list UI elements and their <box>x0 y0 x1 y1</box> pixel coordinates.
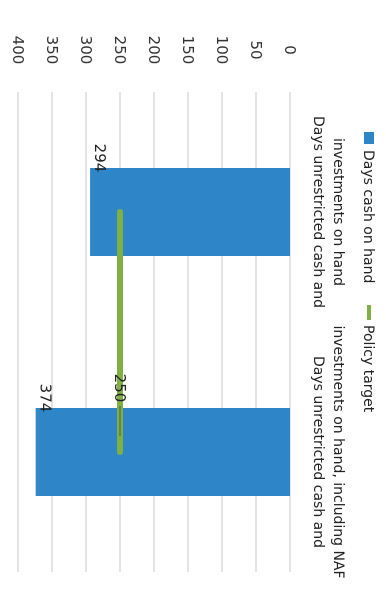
gridlines <box>17 92 291 572</box>
category-labels: Days unrestricted cash and investments on… <box>310 116 346 579</box>
y-tick-label: 200 <box>145 36 163 65</box>
bar <box>90 168 290 256</box>
legend: Days cash on hand Policy target <box>360 132 376 413</box>
y-tick-label: 100 <box>213 36 231 65</box>
category-label: Days unrestricted cash and <box>310 356 326 548</box>
value-axis-ticks: 0 50 100 150 200 250 300 350 400 <box>9 36 299 65</box>
legend-label-bar: Days cash on hand <box>360 150 376 283</box>
y-tick-label: 150 <box>179 36 197 65</box>
bar-value-label: 294 <box>91 144 109 173</box>
category-label: investments on hand, including NAF <box>330 325 346 578</box>
legend-swatch-bar <box>364 132 374 144</box>
data-labels: 294 374 250 <box>37 144 129 436</box>
y-tick-label: 0 <box>281 45 299 55</box>
bar <box>35 408 290 496</box>
bars <box>35 168 290 496</box>
y-tick-label: 250 <box>111 36 129 65</box>
category-label: investments on hand <box>330 138 346 286</box>
y-tick-label: 50 <box>247 40 265 59</box>
y-tick-label: 300 <box>77 36 95 65</box>
y-tick-label: 350 <box>43 36 61 65</box>
bar-value-label: 374 <box>37 384 55 413</box>
target-value-label: 250 <box>111 374 129 403</box>
legend-label-line: Policy target <box>360 325 376 413</box>
category-label: Days unrestricted cash and <box>310 116 326 308</box>
y-tick-label: 400 <box>9 36 27 65</box>
